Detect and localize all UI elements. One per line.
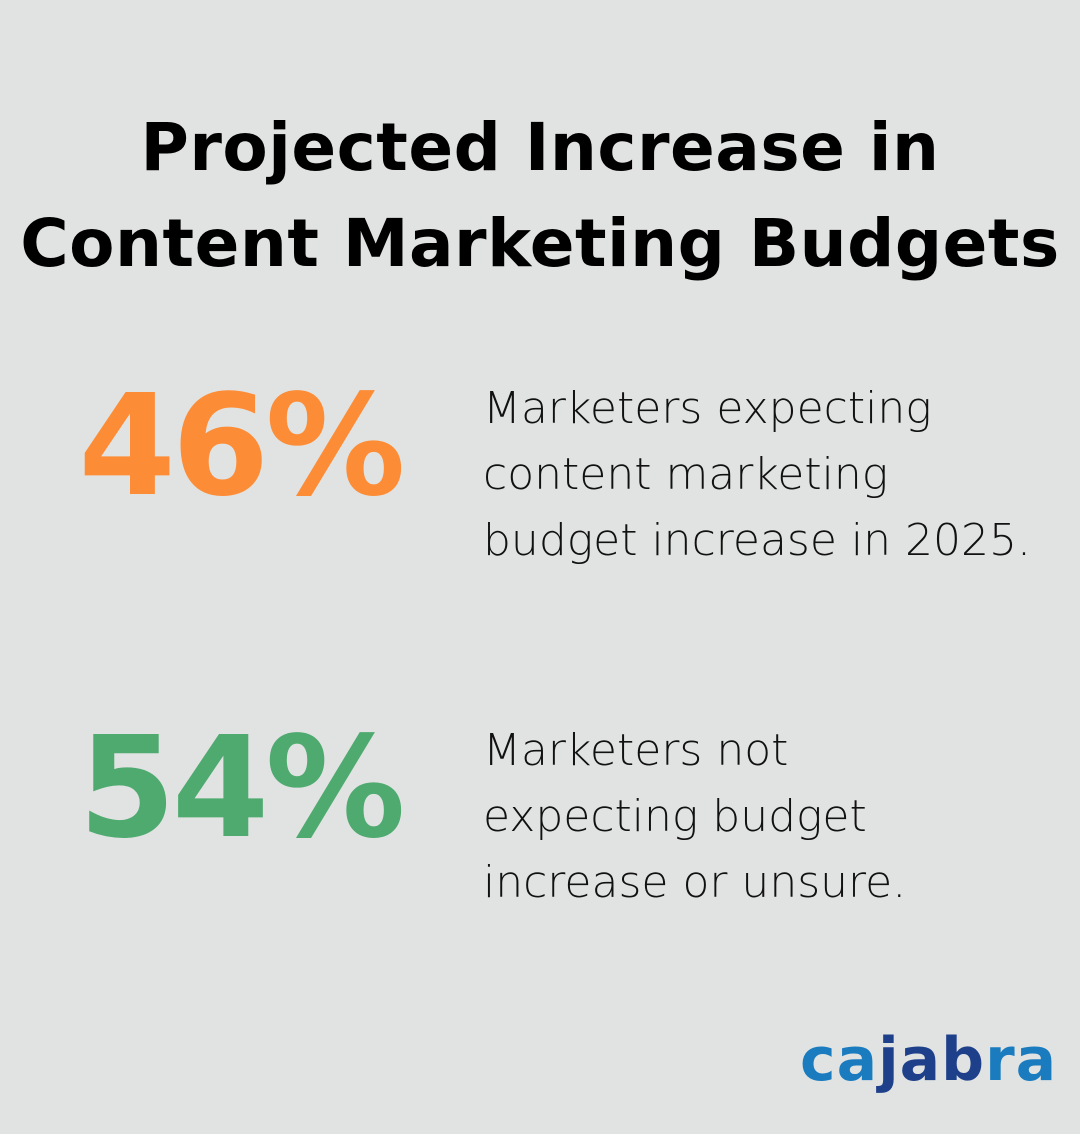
logo-part: jab [878,1025,986,1095]
cajabra-logo: cajabra [800,1020,1057,1100]
logo-part: ra [985,1025,1058,1095]
stat-value-increase: 46% [78,365,405,528]
stat-value-no-increase: 54% [78,707,405,870]
stat-description-no-increase: Marketers not expecting budget increase … [483,725,907,908]
infographic-title: Projected Increase in Content Marketing … [20,109,1060,282]
stat-description-increase: Marketers expecting content marketing bu… [483,383,1031,566]
logo-part: ca [800,1025,879,1095]
